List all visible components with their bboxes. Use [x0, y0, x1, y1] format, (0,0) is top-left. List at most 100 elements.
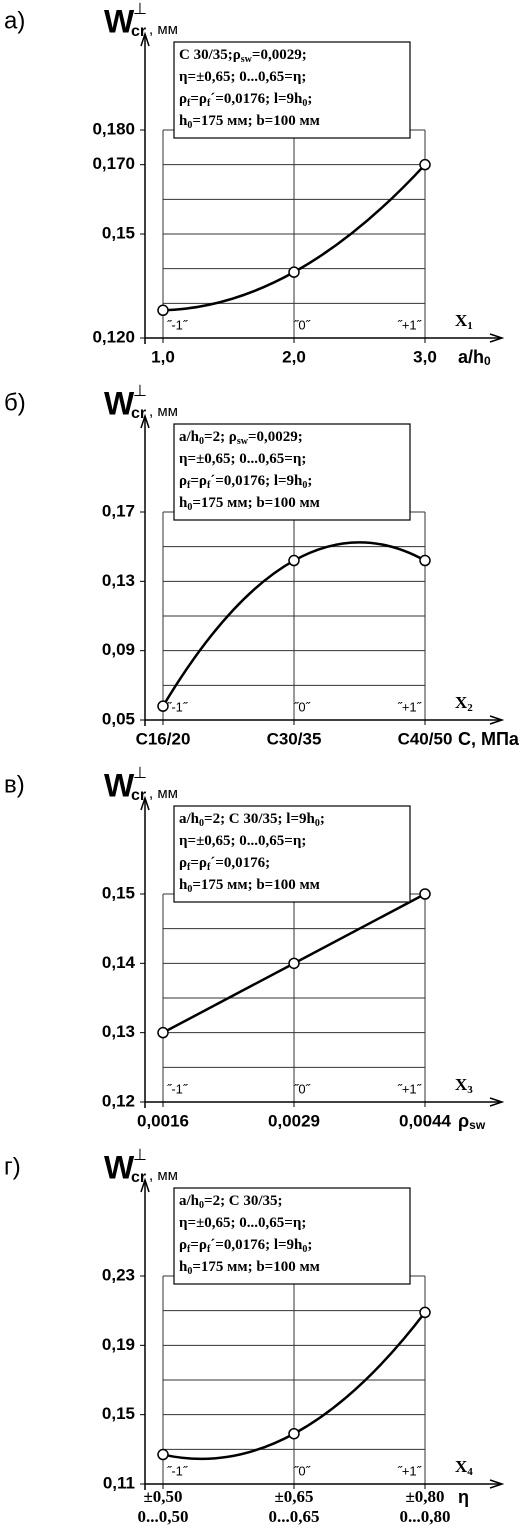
x-tick-label: С40/50: [398, 729, 453, 748]
y-axis-title-sub: cr: [131, 1169, 146, 1186]
y-tick-label: 0,13: [102, 1022, 135, 1041]
y-axis-title-sub: cr: [131, 23, 146, 40]
y-tick-label: 0,13: [102, 571, 135, 590]
text-run: =ρ: [190, 855, 207, 871]
y-axis-unit: , мм: [149, 785, 178, 802]
subscript: sw: [241, 54, 253, 65]
subscript: 2: [467, 702, 473, 714]
y-tick-label: 0,120: [92, 327, 135, 346]
data-point: [157, 1448, 169, 1461]
info-line: η=±0,65; 0...0,65=η;: [179, 451, 306, 467]
info-line: С 30/35;ρsw=0,0029;: [179, 47, 307, 65]
y-axis-title: W: [104, 3, 135, 39]
x-tick-label: ±0,50: [143, 1487, 182, 1506]
subscript: 0: [199, 1200, 204, 1211]
panel-label: а): [4, 7, 25, 34]
x-axis-title: a/h0: [458, 347, 491, 368]
x-tick-label: ±0,65: [274, 1487, 313, 1506]
y-tick-label: 0,15: [102, 883, 135, 902]
info-line: a/h0=2; ρsw=0,0029;: [179, 429, 303, 447]
coded-label: ˝+1˝: [398, 317, 423, 332]
subscript: 0: [302, 480, 307, 491]
text-run: ρ: [458, 1111, 469, 1131]
y-axis-title-sup: ⊥: [133, 383, 147, 400]
coded-label: ˝+1˝: [398, 1463, 423, 1478]
text-run: =ρ: [190, 91, 207, 107]
x-tick-label: 3,0: [413, 347, 437, 366]
text-run: =175 мм; b=100 мм: [192, 113, 320, 129]
data-point: [288, 266, 300, 278]
subscript: 0: [187, 502, 192, 513]
coded-label: ˝0˝: [294, 699, 312, 714]
coded-label: ˝0˝: [294, 1081, 312, 1096]
info-line: a/h0=2; С 30/35; l=9h0;: [179, 811, 325, 829]
info-box: [173, 423, 411, 521]
x-tick-label: 0,0044: [399, 1111, 452, 1130]
info-line: h0=175 мм; b=100 мм: [179, 113, 320, 131]
coded-label: ˝+1˝: [398, 699, 423, 714]
subscript: 0: [199, 818, 204, 829]
y-axis-arrow: [140, 413, 150, 429]
text-run: a/h: [458, 347, 484, 367]
subscript: f: [207, 862, 211, 873]
subscript: 0: [187, 120, 192, 131]
y-axis-title-sub: cr: [131, 405, 146, 422]
y-axis-arrow: [140, 1177, 150, 1193]
text-run: X: [455, 1457, 468, 1476]
text-run: ;: [307, 1237, 312, 1253]
text-run: η=±0,65; 0...0,65=η;: [179, 451, 306, 467]
x-axis-title: η: [458, 1487, 469, 1507]
x-tick-label: С30/35: [267, 729, 322, 748]
y-tick-label: 0,09: [102, 640, 135, 659]
coded-label: ˝-1˝: [167, 317, 189, 332]
subscript: f: [187, 98, 191, 109]
text-run: ρ: [179, 473, 187, 489]
subscript: 0: [199, 436, 204, 447]
subscript: f: [207, 1244, 211, 1255]
subscript: sw: [237, 436, 249, 447]
x-tick-label-2: 0...0,50: [138, 1507, 189, 1526]
factor-label: X3: [455, 1075, 473, 1096]
text-run: η=±0,65; 0...0,65=η;: [179, 69, 306, 85]
text-run: =0,0029;: [248, 429, 303, 445]
y-tick-label: 0,180: [92, 119, 135, 138]
info-line: ρf=ρf´=0,0176; l=9h0;: [179, 1237, 312, 1255]
panel-label: в): [4, 771, 25, 798]
subscript: 0: [302, 1244, 307, 1255]
text-run: С, МПа: [458, 729, 520, 749]
subscript: 0: [187, 1266, 192, 1277]
subscript: f: [207, 98, 211, 109]
data-point: [157, 700, 169, 712]
y-tick-label: 0,15: [102, 223, 135, 242]
x-tick-label: 0,0016: [137, 1111, 189, 1130]
text-run: =2; С 30/35; l=9h: [204, 811, 316, 827]
text-run: ρ: [179, 855, 187, 871]
data-point: [288, 1427, 300, 1440]
text-run: h: [179, 495, 188, 511]
y-axis-title: W: [104, 767, 135, 803]
info-line: ρf=ρf´=0,0176;: [179, 855, 270, 873]
text-run: η=±0,65; 0...0,65=η;: [179, 1215, 306, 1231]
y-tick-label: 0,17: [102, 501, 135, 520]
info-box: [173, 41, 411, 139]
y-axis-title-sup: ⊥: [133, 1147, 147, 1164]
text-run: a/h: [179, 1193, 200, 1209]
info-line: a/h0=2; С 30/35;: [179, 1193, 283, 1211]
info-line: η=±0,65; 0...0,65=η;: [179, 833, 306, 849]
info-line: ρf=ρf´=0,0176; l=9h0;: [179, 473, 312, 491]
y-tick-label: 0,19: [102, 1335, 135, 1354]
x-tick-label: 2,0: [282, 347, 306, 366]
text-run: η=±0,65; 0...0,65=η;: [179, 833, 306, 849]
subscript: 4: [467, 1466, 473, 1478]
text-run: a/h: [179, 811, 200, 827]
y-axis-title-sub: cr: [131, 787, 146, 804]
y-axis-unit: , мм: [149, 21, 178, 38]
y-tick-label: 0,12: [102, 1091, 135, 1110]
y-axis-unit: , мм: [149, 1167, 178, 1184]
text-run: ;: [307, 91, 312, 107]
text-run: =ρ: [190, 1237, 207, 1253]
text-run: ´=0,0176; l=9h: [210, 473, 303, 489]
subscript: 0: [484, 354, 491, 368]
x-axis-title: С, МПа: [458, 729, 520, 749]
x-tick-label: 0,0029: [268, 1111, 320, 1130]
